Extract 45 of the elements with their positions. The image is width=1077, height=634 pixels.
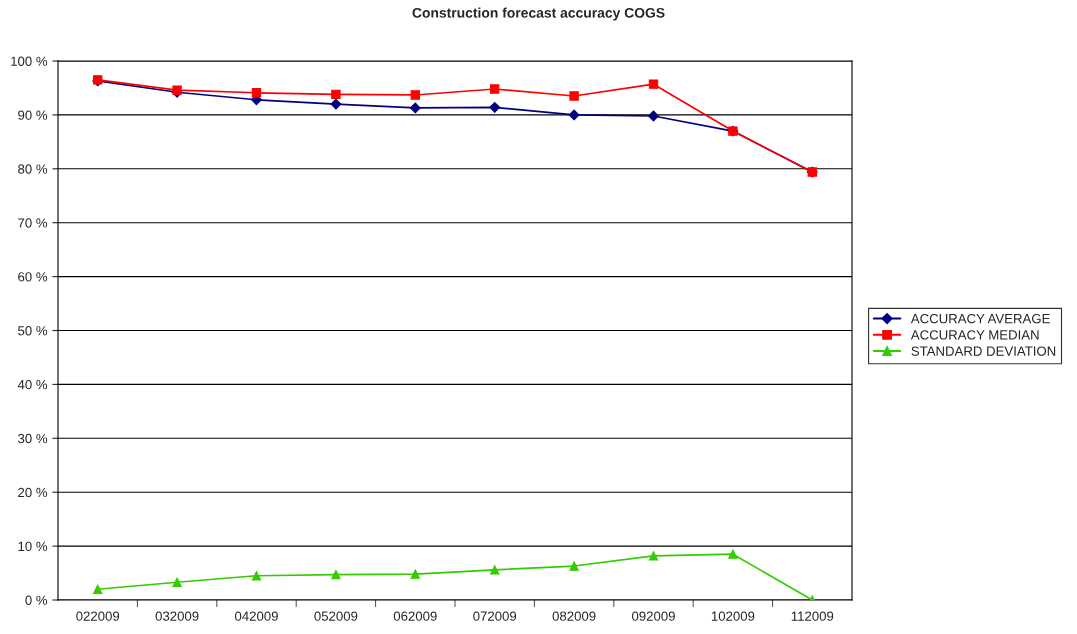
legend-label: STANDARD DEVIATION [911, 346, 1056, 356]
y-tick-label: 80 % [18, 164, 48, 174]
x-tick-label: 092009 [632, 611, 675, 621]
point [490, 565, 500, 575]
x-tick-label: 042009 [235, 611, 278, 621]
y-tick-label: 10 % [18, 541, 48, 552]
y-tick-label: 90 % [18, 110, 48, 120]
x-tick-label: 052009 [314, 611, 358, 621]
y-tick-label: 70 % [18, 218, 48, 228]
point [410, 569, 420, 579]
y-tick-label: 60 % [18, 272, 48, 282]
point [251, 571, 262, 581]
chart-title: Construction forecast accuracy COGS [412, 7, 665, 21]
point [172, 577, 182, 587]
y-tick-label: 20 % [18, 487, 48, 498]
x-tick-label: 072009 [473, 611, 517, 621]
point [568, 109, 580, 121]
point [410, 90, 420, 100]
point [648, 110, 659, 122]
x-tick-label: 022009 [76, 611, 120, 621]
point [728, 549, 738, 559]
x-tick-label: 102009 [711, 611, 755, 621]
y-tick-label: 30 % [18, 433, 48, 444]
point [93, 584, 103, 594]
point [490, 84, 500, 94]
point [331, 89, 341, 100]
point [569, 91, 579, 101]
x-tick-label: 112009 [791, 611, 834, 621]
legend-label: ACCURACY AVERAGE [910, 313, 1050, 324]
point [569, 561, 579, 571]
point [648, 79, 659, 89]
point [331, 569, 341, 580]
point [489, 101, 501, 113]
x-tick-label: 062009 [393, 611, 437, 621]
point [330, 98, 342, 110]
x-tick-label: 082009 [552, 611, 596, 621]
point [251, 88, 262, 98]
point [409, 102, 421, 114]
x-tick-label: 032009 [155, 611, 199, 621]
legend-label: ACCURACY MEDIAN [910, 330, 1039, 340]
point [648, 551, 659, 561]
y-tick-label: 100 % [11, 56, 48, 66]
y-tick-label: 50 % [18, 326, 48, 336]
y-tick-label: 40 % [17, 379, 48, 390]
y-tick-label: 0 % [25, 595, 48, 605]
